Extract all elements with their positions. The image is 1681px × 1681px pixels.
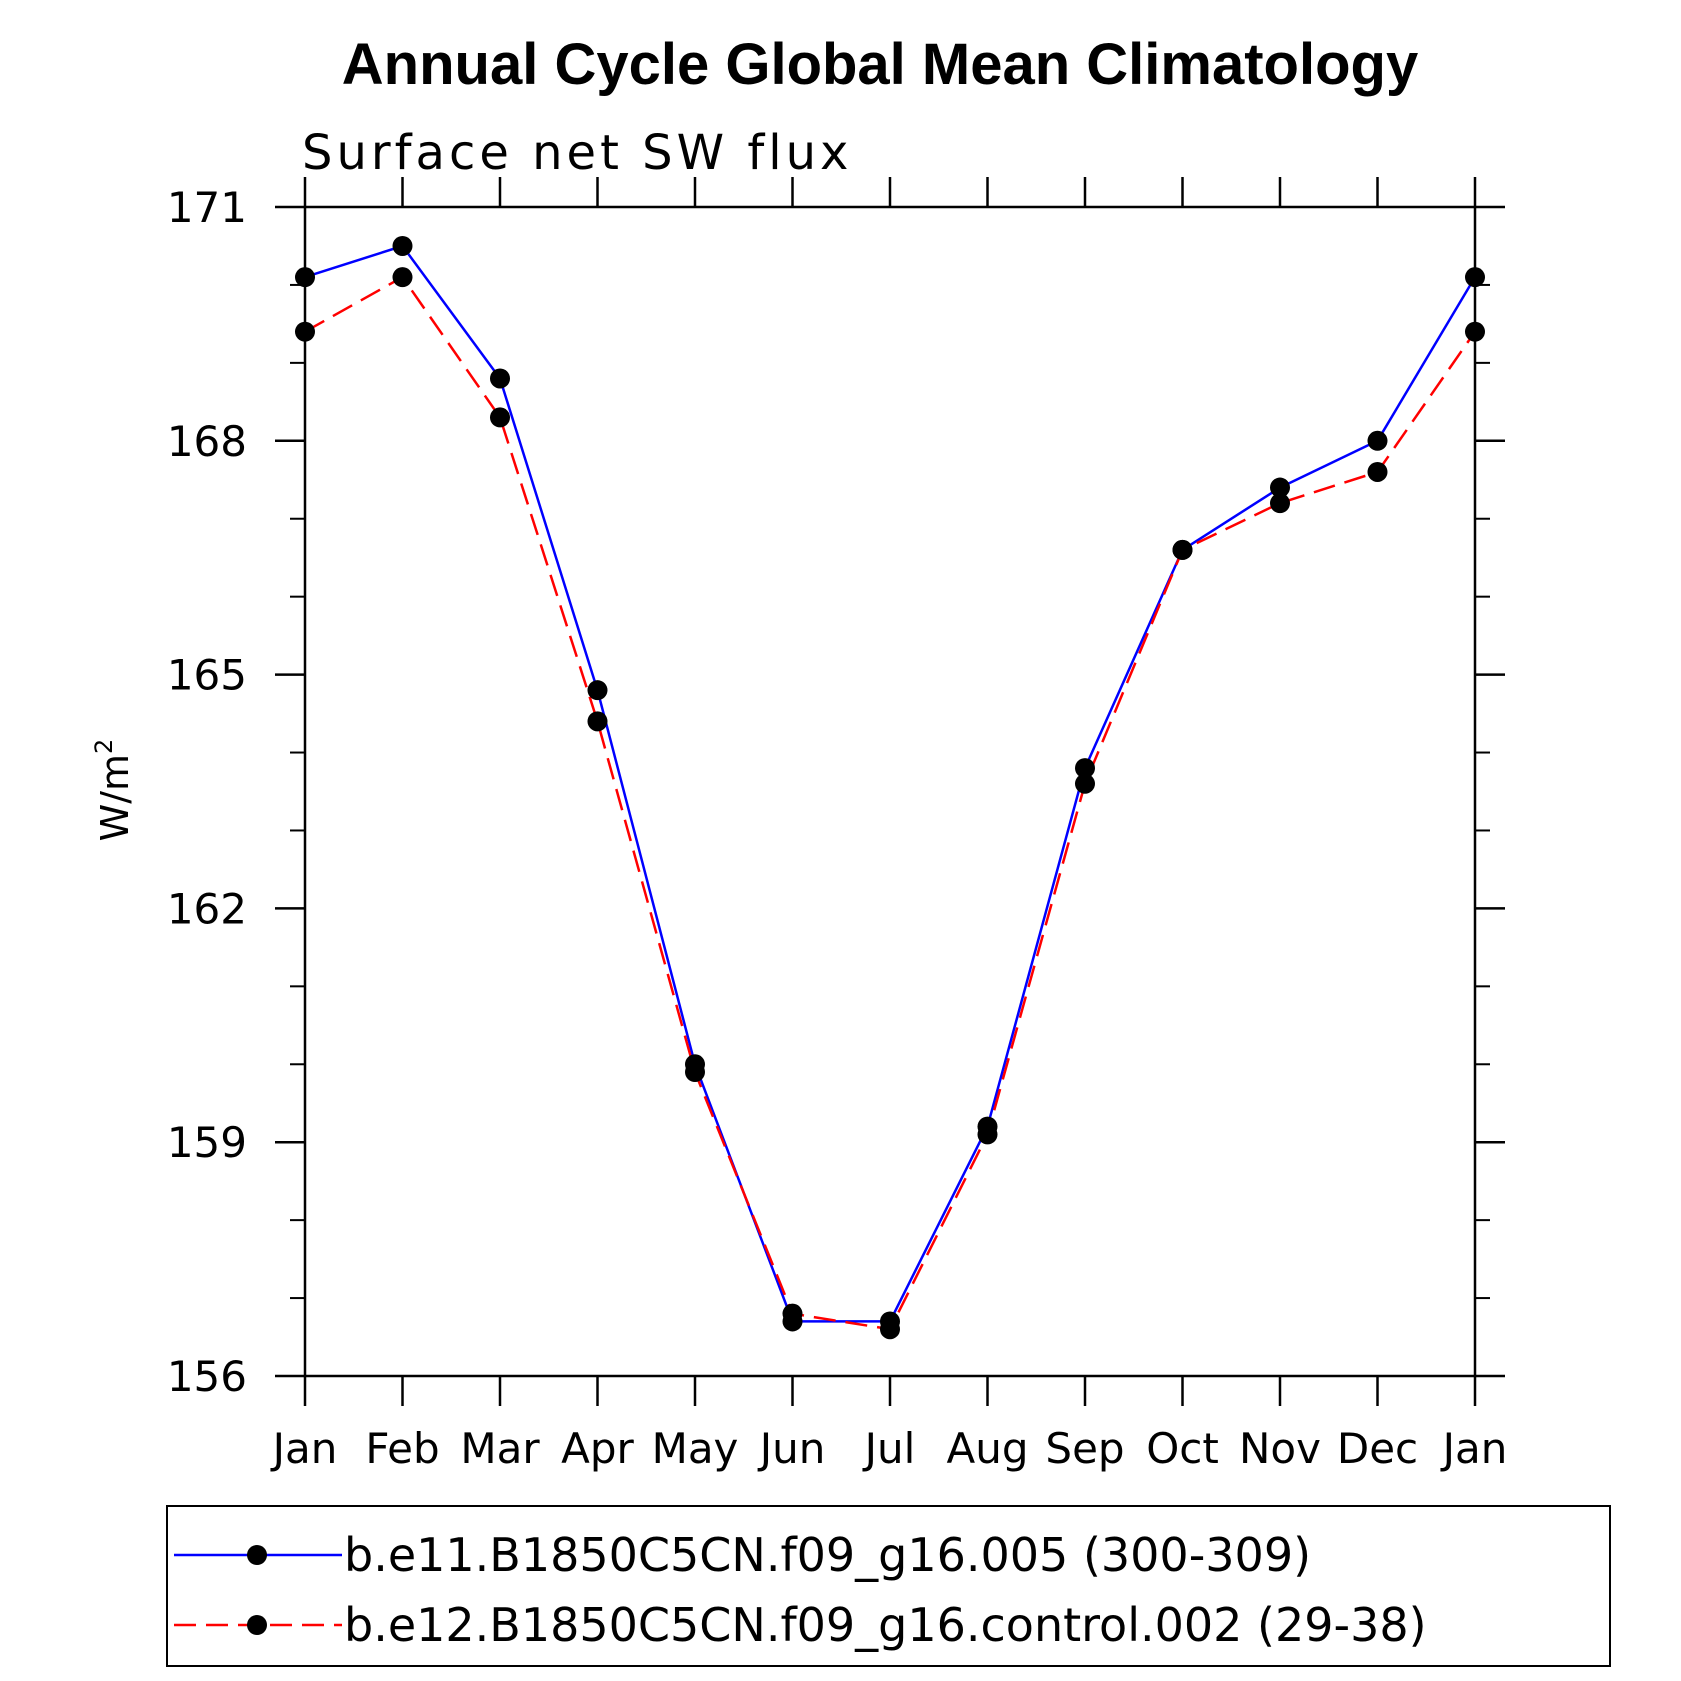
series-markers (295, 235, 1485, 1340)
data-point-series-1 (392, 235, 413, 256)
x-tick-label: Dec (1337, 1424, 1418, 1473)
series-lines (304, 244, 1477, 1331)
data-point-series-1 (295, 267, 315, 288)
legend-marker-series-2 (247, 1615, 267, 1635)
data-point-series-1 (587, 680, 608, 701)
y-tick-label: 156 (167, 1352, 247, 1401)
y-tick-label: 162 (167, 884, 247, 933)
x-tick-label: May (652, 1424, 739, 1473)
x-tick-label: Jul (862, 1424, 916, 1473)
x-tick-label: Feb (365, 1424, 439, 1473)
x-tick-label: Jan (270, 1424, 338, 1473)
data-point-series-2 (490, 407, 510, 428)
y-tick-label: 171 (167, 183, 247, 232)
data-point-series-1 (1270, 477, 1290, 498)
data-point-series-2 (587, 711, 608, 732)
x-tick-label: Jan (1440, 1424, 1508, 1473)
series-line-1 (304, 244, 1477, 1323)
y-axis-label-superscript: 2 (90, 739, 118, 754)
data-point-series-2 (1172, 539, 1193, 560)
data-point-series-2 (685, 1062, 705, 1083)
plot-frame (303, 205, 1477, 1378)
data-point-series-2 (295, 321, 315, 342)
y-axis-label: W/m2 (90, 739, 137, 842)
legend-label-series-1: b.e11.B1850C5CN.f09_g16.005 (300-309) (344, 1528, 1311, 1582)
y-tick-label: 165 (167, 651, 247, 700)
data-point-series-2 (880, 1319, 900, 1340)
chart-subtitle: Surface net SW flux (302, 125, 852, 181)
data-point-series-2 (1075, 773, 1095, 794)
x-tick-label: Mar (460, 1424, 540, 1473)
x-tick-label: Apr (561, 1424, 634, 1473)
series-line-2 (304, 275, 1477, 1331)
y-tick-label: 159 (167, 1118, 247, 1167)
y-tick-label: 168 (167, 417, 247, 466)
x-tick-label: Sep (1045, 1424, 1124, 1473)
x-tick-label: Aug (946, 1424, 1028, 1473)
data-point-series-2 (782, 1303, 803, 1324)
data-point-series-1 (1367, 430, 1388, 451)
x-tick-label: Oct (1146, 1424, 1219, 1473)
data-point-series-1 (1465, 267, 1485, 288)
chart-title: Annual Cycle Global Mean Climatology (342, 32, 1418, 97)
legend: b.e11.B1850C5CN.f09_g16.005 (300-309) b.… (166, 1505, 1611, 1667)
data-point-series-2 (392, 267, 413, 288)
legend-label-series-2: b.e12.B1850C5CN.f09_g16.control.002 (29-… (344, 1598, 1427, 1652)
data-point-series-2 (1367, 461, 1388, 482)
data-point-series-2 (1270, 493, 1290, 514)
y-axis-label-unit: W/m (93, 754, 137, 841)
legend-marker-series-1 (247, 1545, 267, 1565)
legend-box (166, 1505, 1611, 1667)
data-point-series-1 (1075, 758, 1095, 779)
data-point-series-1 (490, 368, 510, 389)
x-tick-label: Nov (1239, 1424, 1321, 1473)
data-point-series-2 (1465, 321, 1485, 342)
data-point-series-2 (977, 1124, 998, 1145)
axes: Jan Feb Mar Apr May Jun Jul Aug Sep Oct Nov Dec Jan 1… (167, 177, 1508, 1473)
x-tick-label: Jun (757, 1424, 826, 1473)
